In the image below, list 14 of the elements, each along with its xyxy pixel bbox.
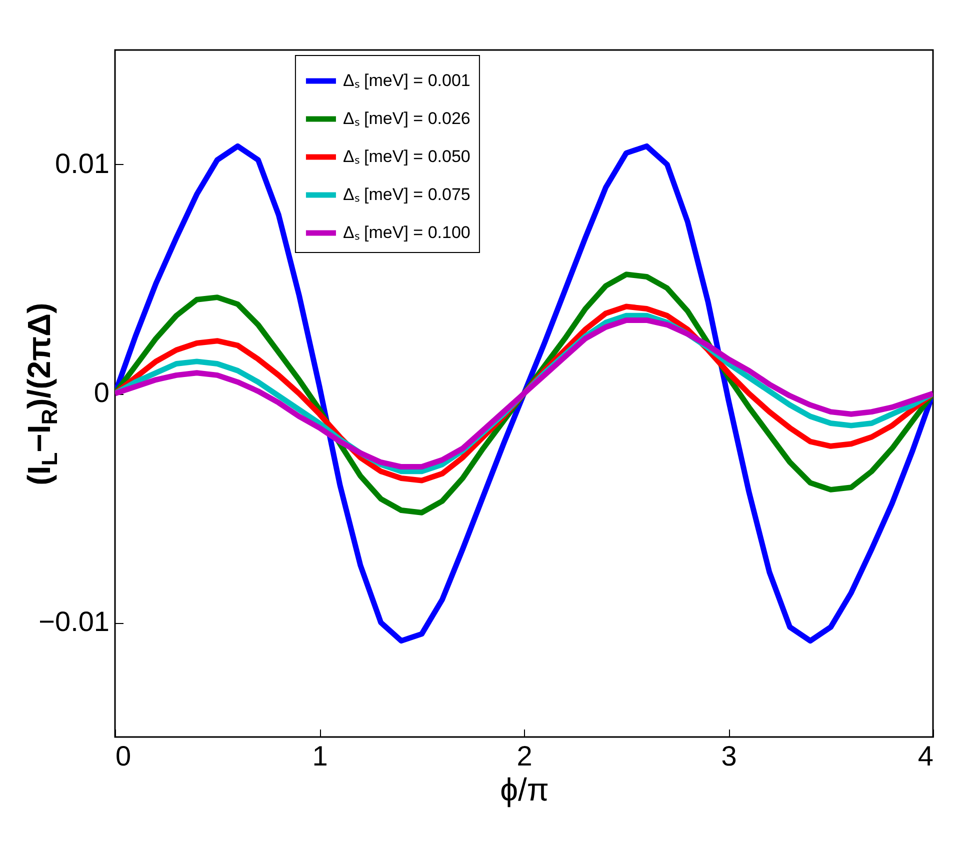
- y-tick-label: 0: [94, 377, 110, 408]
- x-tick-label: 0: [116, 740, 132, 772]
- x-tick-label: 3: [721, 740, 737, 772]
- legend-label: Δₛ [meV] = 0.001: [342, 71, 470, 90]
- x-tick-label: 2: [516, 740, 532, 772]
- legend-label: Δₛ [meV] = 0.100: [342, 223, 470, 242]
- x-axis-title: ϕ/π: [500, 772, 549, 808]
- y-tick-label: −0.01: [38, 606, 110, 637]
- legend-label: Δₛ [meV] = 0.050: [342, 147, 470, 166]
- legend-label: Δₛ [meV] = 0.075: [342, 185, 470, 204]
- x-tick-label: 1: [312, 740, 328, 772]
- legend-label: Δₛ [meV] = 0.026: [342, 109, 470, 128]
- y-tick-label: 0.01: [55, 148, 110, 179]
- x-tick-label: 4: [918, 740, 934, 772]
